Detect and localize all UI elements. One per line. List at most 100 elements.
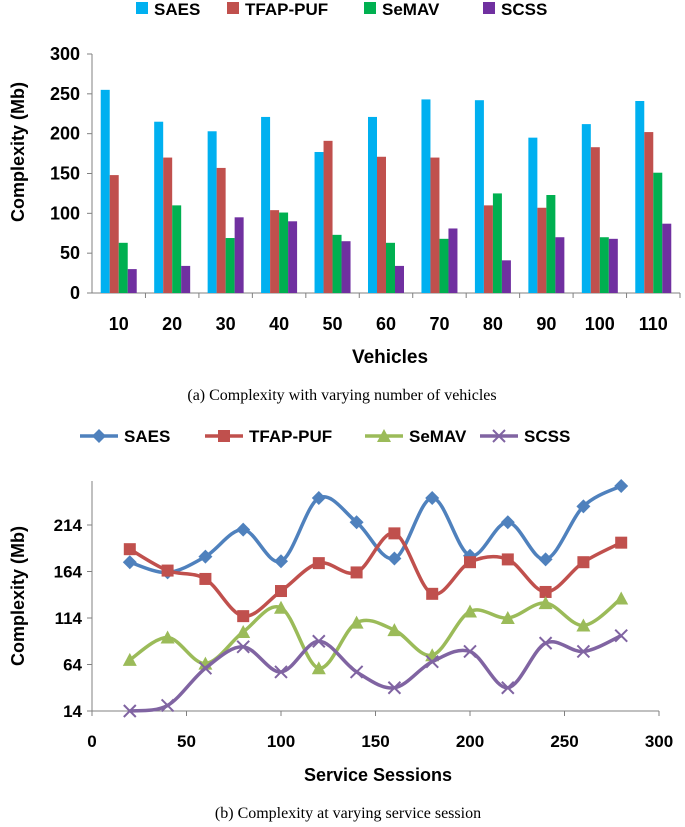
bar-x-tick-label: 70: [429, 314, 449, 334]
line-caption: (b) Complexity at varying service sessio…: [215, 805, 481, 822]
bar-scss-30: [234, 217, 244, 293]
point-scss-60: [198, 661, 213, 675]
bar-scss-50: [341, 241, 351, 293]
bar-semav-60: [386, 242, 395, 293]
bar-semav-20: [172, 205, 182, 293]
bar-x-tick-label: 80: [483, 314, 503, 334]
bar-tfap-puf-40: [270, 210, 280, 293]
line-x-tick-label: 50: [177, 732, 196, 751]
bar-semav-10: [118, 242, 128, 293]
point-semav-280: [614, 591, 629, 605]
line-y-tick-label: 164: [54, 563, 83, 582]
point-scss-120: [312, 634, 326, 648]
point-scss-180: [425, 655, 439, 669]
bar-x-ticks: 10 20 30 40 50 60 70 80 90 100 110: [109, 293, 681, 334]
bar-caption: (a) Complexity with varying number of ve…: [187, 387, 496, 404]
bar-legend-swatch-semav: [364, 2, 376, 14]
bar-saes-40: [261, 116, 271, 293]
bar-tfap-puf-20: [163, 157, 173, 293]
point-tfap-puf-60: [199, 572, 212, 585]
series-semav: [122, 591, 629, 675]
point-scss-40: [160, 698, 175, 713]
bar-x-tick-label: 40: [269, 314, 289, 334]
bar-tfap-puf-30: [216, 167, 226, 293]
bar-x-tick-label: 10: [109, 314, 129, 334]
series-tfap-puf: [123, 527, 628, 623]
bar-saes-50: [314, 151, 324, 293]
point-scss-140: [349, 665, 364, 679]
point-semav-80: [236, 624, 251, 638]
point-semav-20: [122, 652, 137, 666]
bar-saes-80: [474, 100, 484, 293]
line-y-axis-title: Complexity (Mb): [8, 526, 28, 666]
point-saes-260: [576, 499, 591, 514]
bar-semav-80: [492, 193, 502, 293]
bar-semav-50: [332, 234, 342, 293]
line-x-tick-label: 250: [550, 732, 578, 751]
bar-scss-70: [448, 228, 458, 293]
bar-scss-100: [608, 238, 618, 293]
bar-y-tick-label: 250: [50, 84, 80, 104]
point-saes-280: [614, 478, 629, 493]
line-x-tick-label: 200: [456, 732, 484, 751]
bar-tfap-puf-100: [590, 147, 600, 293]
point-semav-140: [349, 615, 364, 629]
line-y-tick-label: 214: [54, 516, 83, 535]
line-legend-label-semav: SeMAV: [409, 427, 467, 446]
point-scss-240: [538, 636, 553, 650]
point-tfap-puf-100: [275, 585, 287, 598]
line-legend-item-scss: SCSS: [480, 427, 570, 446]
bar-x-tick-label: 20: [162, 314, 182, 334]
bar-legend-label-saes: SAES: [154, 0, 200, 19]
line-x-tick-label: 300: [645, 732, 673, 751]
line-x-tick-label: 100: [267, 732, 295, 751]
line-x-tick-label: 150: [361, 732, 389, 751]
bar-x-axis-title: Vehicles: [352, 347, 428, 368]
series-scss: [123, 628, 628, 718]
bar-x-tick-label: 90: [536, 314, 556, 334]
point-saes-100: [274, 554, 288, 569]
bar-x-tick-label: 100: [585, 314, 615, 334]
point-scss-80: [236, 640, 250, 654]
bar-saes-90: [528, 137, 538, 293]
line-y-tick-label: 114: [55, 609, 83, 628]
line-legend-item-semav: SeMAV: [365, 427, 467, 446]
bar-x-tick-label: 110: [639, 314, 668, 334]
point-semav-100: [274, 600, 288, 614]
point-scss-100: [274, 665, 288, 679]
point-scss-260: [576, 644, 591, 659]
point-saes-220: [500, 515, 515, 530]
bar-saes-70: [421, 99, 431, 293]
point-saes-120: [311, 491, 326, 506]
point-saes-240: [538, 552, 553, 567]
bar-chart-a: SAES TFAP-PUF SeMAV SCSS 050100150200250300…: [8, 0, 681, 404]
bar-scss-80: [501, 260, 511, 293]
point-saes-20: [122, 555, 137, 570]
bar-scss-10: [127, 269, 137, 293]
bar-saes-60: [368, 116, 377, 293]
bar-semav-90: [546, 195, 556, 293]
bar-y-ticks: 0 50 100 150 200 250 300: [50, 44, 92, 303]
line-chart-b: SAES TFAP-PUF SeMAV SCSS 14 64 114 164 214 0 50 1…: [8, 427, 673, 822]
point-scss-160: [387, 681, 402, 695]
line-scss: [129, 634, 622, 713]
line-legend-label-tfap-puf: TFAP-PUF: [249, 427, 332, 446]
point-semav-220: [500, 611, 515, 624]
point-tfap-puf-160: [388, 527, 401, 540]
bar-scss-90: [555, 237, 565, 293]
bar-y-tick-label: 150: [50, 164, 80, 184]
bar-y-tick-label: 200: [50, 124, 80, 144]
bar-legend-label-tfap-puf: TFAP-PUF: [245, 0, 328, 19]
line-legend-item-saes: SAES: [80, 427, 170, 446]
point-tfap-puf-80: [237, 610, 250, 623]
line-legend-item-tfap-puf: TFAP-PUF: [205, 427, 332, 446]
point-scss-20: [123, 704, 137, 718]
bar-scss-110: [662, 223, 672, 293]
point-saes-60: [198, 549, 213, 564]
bar-y-axis-title: Complexity (Mb): [8, 82, 28, 222]
point-semav-40: [160, 630, 175, 644]
bar-scss-40: [288, 221, 298, 293]
bar-y-tick-label: 300: [50, 44, 80, 64]
point-semav-240: [538, 596, 553, 610]
line-legend-marker-semav: [377, 429, 391, 442]
